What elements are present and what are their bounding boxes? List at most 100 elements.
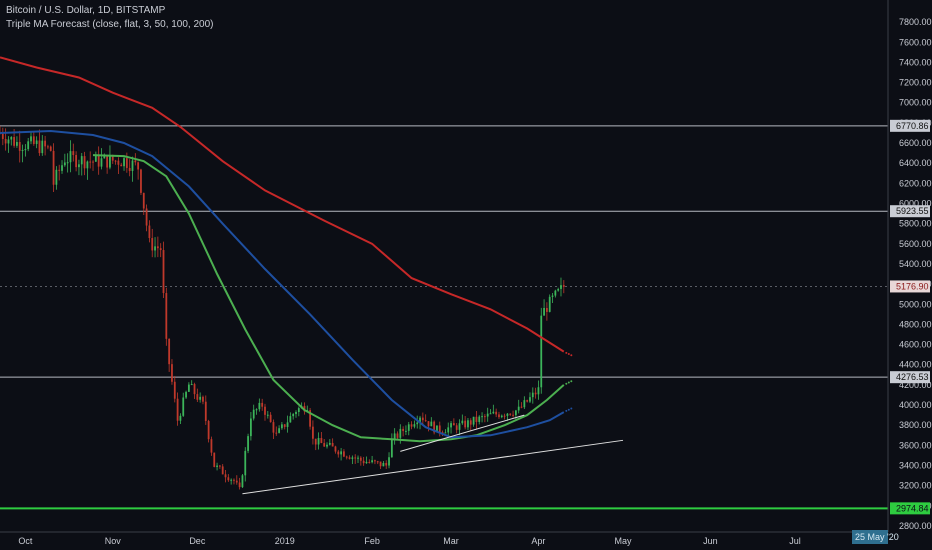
candle: [562, 280, 565, 294]
candle-body: [458, 423, 461, 430]
candle: [413, 420, 416, 429]
candle: [337, 449, 340, 458]
candle: [545, 302, 548, 321]
candle: [388, 452, 390, 469]
candle: [176, 392, 179, 426]
candle-body: [326, 444, 328, 447]
candle-body: [405, 430, 407, 432]
ma-forecast-dot: [570, 380, 573, 383]
candle: [18, 130, 21, 163]
candle: [165, 287, 168, 346]
candle: [554, 289, 557, 298]
candle-body: [309, 410, 311, 427]
candle: [35, 136, 38, 149]
candle: [503, 413, 506, 420]
candle: [44, 135, 47, 156]
y-tick-label: 7200.00: [899, 78, 932, 88]
candle: [283, 424, 286, 430]
candle-body: [247, 436, 249, 451]
candle-body: [75, 155, 78, 168]
candle-body: [323, 443, 326, 447]
candle-body: [80, 156, 83, 165]
candle-body: [328, 442, 331, 445]
candle-body: [503, 415, 506, 417]
candle: [495, 408, 498, 418]
candle-body: [312, 426, 314, 439]
candle: [156, 236, 159, 258]
candle: [359, 456, 362, 466]
candle-body: [286, 422, 289, 427]
candle-body: [365, 461, 368, 464]
candle: [109, 145, 111, 170]
trendline: [400, 414, 525, 452]
candle: [469, 418, 472, 432]
candle: [159, 243, 162, 258]
candle-body: [134, 160, 137, 163]
candle-body: [123, 158, 125, 167]
candle: [196, 388, 199, 403]
x-tick-label: 2019: [275, 536, 295, 546]
x-tick-label: Feb: [364, 536, 380, 546]
y-tick-label: 4800.00: [899, 319, 932, 329]
candle-body: [114, 160, 117, 162]
y-tick-label: 6000.00: [899, 199, 932, 209]
candle: [427, 421, 430, 432]
candle-body: [331, 442, 334, 447]
candle: [472, 416, 475, 427]
candle-body: [18, 142, 21, 151]
candle: [537, 380, 540, 400]
candle-body: [495, 411, 498, 415]
candle: [204, 395, 207, 425]
candle: [235, 475, 238, 485]
candle: [173, 376, 176, 403]
candle: [244, 447, 247, 482]
candle: [433, 420, 436, 435]
ma-forecast-dot: [565, 351, 568, 354]
candle: [137, 161, 140, 180]
candle-body: [379, 461, 382, 467]
candle: [529, 392, 531, 404]
candle-body: [455, 425, 458, 430]
x-tick-label: Jun: [703, 536, 718, 546]
candle: [266, 411, 269, 419]
candle: [281, 422, 283, 430]
candle: [295, 410, 297, 418]
candle: [151, 228, 154, 258]
candle-body: [97, 154, 100, 167]
candle-body: [204, 401, 207, 421]
candle: [368, 459, 371, 464]
x-tick-label: May: [615, 536, 633, 546]
candle-body: [227, 477, 230, 481]
y-tick-label: 5600.00: [899, 239, 932, 249]
candle: [241, 474, 244, 488]
candle-body: [94, 154, 97, 162]
candle: [475, 410, 478, 429]
candle: [72, 143, 75, 162]
candle-body: [433, 421, 436, 433]
ma-forecast-dot: [567, 353, 570, 356]
candle-body: [258, 402, 261, 410]
candle-body: [230, 479, 233, 481]
candle: [182, 392, 185, 417]
candle-body: [461, 420, 464, 424]
y-tick-label: 7600.00: [899, 37, 932, 47]
candle-body: [137, 162, 140, 170]
candle-body: [483, 416, 486, 418]
y-tick-label: 4400.00: [899, 360, 932, 370]
candle: [249, 411, 252, 441]
candle: [216, 462, 218, 471]
candle-body: [266, 414, 269, 416]
y-tick-label: 4600.00: [899, 340, 932, 350]
candle: [393, 428, 396, 445]
candle: [190, 380, 193, 386]
candle: [385, 460, 388, 469]
candle: [69, 140, 72, 173]
candle-body: [66, 162, 69, 164]
candle: [340, 447, 343, 461]
ma-line-ma-200: [0, 56, 565, 353]
candle-body: [340, 451, 343, 455]
candle-body: [390, 438, 393, 458]
candle-body: [543, 307, 545, 316]
candle: [1, 127, 4, 146]
